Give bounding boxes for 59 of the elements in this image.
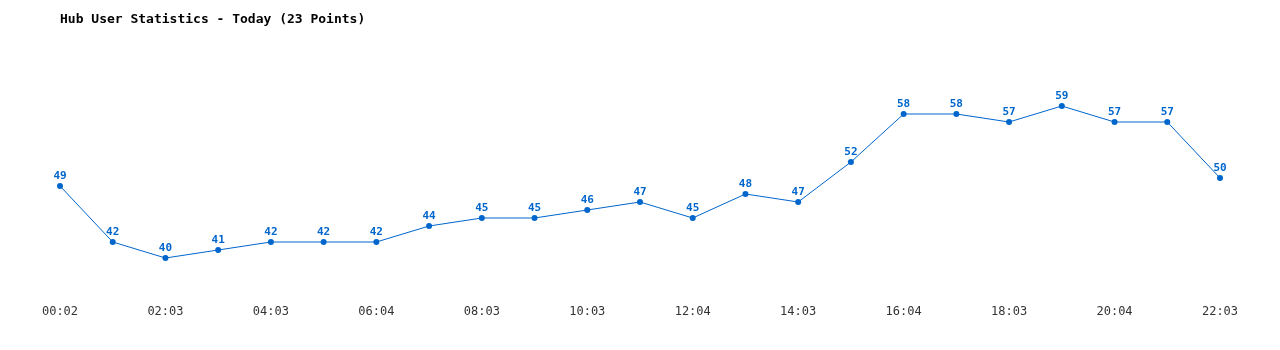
data-label: 59 — [1055, 89, 1069, 102]
point — [57, 183, 63, 189]
x-tick-label: 06:04 — [358, 303, 395, 318]
x-tick-label: 18:03 — [991, 303, 1028, 318]
point — [900, 111, 907, 117]
x-tick-label: 00:02 — [41, 303, 79, 318]
point — [637, 199, 643, 205]
point — [847, 159, 854, 165]
data-label: 58 — [897, 97, 911, 110]
point — [953, 111, 960, 117]
data-label: 42 — [106, 225, 120, 238]
x-tick-label: 08:03 — [463, 303, 500, 318]
chart-title: Hub User Statistics - Today (23 Points) — [59, 10, 367, 28]
point — [1217, 175, 1223, 181]
point — [795, 199, 802, 205]
point — [426, 223, 433, 229]
point — [531, 215, 538, 221]
point — [478, 215, 485, 221]
data-label: 47 — [791, 185, 805, 198]
data-label: 57 — [1107, 105, 1122, 118]
point — [689, 215, 696, 221]
data-label: 40 — [158, 241, 173, 254]
data-label: 57 — [1160, 105, 1174, 118]
point — [215, 247, 222, 253]
point — [742, 191, 749, 197]
data-label: 57 — [1002, 105, 1016, 118]
x-tick-label: 14:03 — [780, 303, 817, 318]
data-label: 42 — [317, 225, 331, 238]
x-tick-label: 12:04 — [674, 303, 711, 318]
x-tick-label: 16:04 — [885, 303, 922, 318]
data-label: 44 — [422, 209, 437, 222]
data-label: 42 — [369, 225, 383, 238]
x-tick-label: 02:03 — [147, 303, 184, 318]
data-label: 49 — [53, 169, 67, 182]
point — [320, 239, 327, 245]
point — [162, 255, 169, 261]
point — [1058, 103, 1065, 109]
data-label: 45 — [527, 201, 542, 214]
data-label: 45 — [475, 201, 489, 214]
x-tick-label: 10:03 — [569, 303, 606, 318]
data-label: 45 — [686, 201, 700, 214]
point — [267, 239, 274, 245]
x-tick-label: 22:03 — [1201, 303, 1239, 318]
data-label: 46 — [580, 193, 595, 206]
data-label: 52 — [844, 145, 858, 158]
x-tick-label: 04:03 — [252, 303, 289, 318]
x-tick-label: 20:04 — [1096, 303, 1133, 318]
point — [109, 239, 116, 245]
data-label: 50 — [1213, 161, 1227, 174]
data-label: 48 — [738, 177, 753, 190]
point — [584, 207, 591, 213]
point — [1111, 119, 1118, 125]
data-label: 41 — [211, 233, 226, 246]
point — [1164, 119, 1171, 125]
data-label: 42 — [264, 225, 278, 238]
data-label: 58 — [949, 97, 963, 110]
point — [373, 239, 380, 245]
data-label: 47 — [633, 185, 647, 198]
point — [1006, 119, 1013, 125]
